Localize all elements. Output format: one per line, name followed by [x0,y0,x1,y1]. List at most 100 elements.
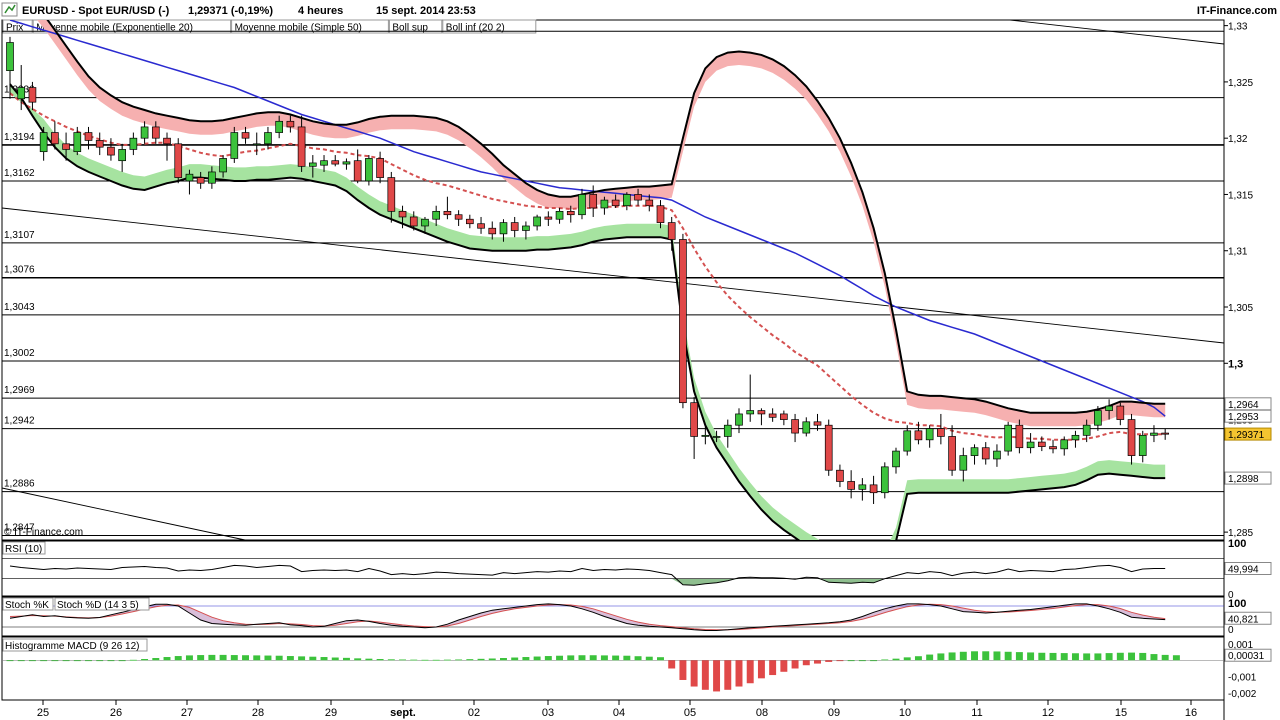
candle [1105,399,1113,420]
macd-bar [387,659,395,661]
candle [948,425,956,476]
candle-body [174,143,183,178]
stoch-tick-label: 100 [1228,598,1246,610]
candle [1094,406,1102,431]
macd-bar [421,659,429,661]
candle [937,413,945,445]
candle-body [1161,432,1170,435]
candle [892,447,900,474]
candle [679,233,687,409]
rsi-line [9,564,1166,586]
candle [84,126,93,150]
candle-body [869,484,878,494]
candle [914,421,923,445]
candle [275,115,283,139]
stoch-fill [10,603,1166,631]
macd-bar [657,657,664,661]
price-tick-label: 1,31 [1228,247,1248,258]
candle [1060,436,1069,456]
candle-body [914,430,923,441]
candle [993,444,1001,467]
candle [365,155,373,186]
candle [342,158,351,170]
candle-body [84,132,93,141]
candle [129,132,138,156]
candle-body [275,120,283,133]
candle-body [62,143,70,150]
price-tag-label: 1,29371 [1228,430,1265,441]
candle [746,374,755,422]
macd-bar [6,660,14,662]
candle-body [409,216,418,227]
legend-item-2[interactable]: Moyenne mobile (Simple 50) [231,19,389,34]
price-tick-label: 1,305 [1228,303,1253,314]
macd-bar [1083,653,1091,661]
price-tick-label: 1,32 [1228,134,1248,145]
indicator-legend: Prix Moyenne mobile (Exponentielle 20) Moy… [2,19,537,34]
macd-bar [477,658,485,661]
macd-bar [679,660,687,680]
candle-body [398,210,407,218]
price-tag-box [1224,471,1272,485]
legend-label-2: Moyenne mobile (Simple 50) [235,23,362,34]
date-tick-label: 08 [756,707,768,719]
macd-bar [1161,654,1169,661]
boll-upper-line [46,20,1166,414]
macd-bar [253,655,261,661]
candle [62,132,70,161]
candle-body [163,137,171,145]
panel-frame-0 [1,19,1225,541]
candle-body [566,210,575,216]
legend-label-1: Moyenne mobile (Exponentielle 20) [36,23,193,34]
candle [1071,430,1080,448]
rsi-tick-label: 0 [1228,590,1234,601]
candle [611,194,620,208]
candle-body [981,447,990,460]
price-level-label: 1,2969 [4,385,35,396]
price-level-label: 1,2942 [4,416,35,427]
candle-body [1105,405,1113,411]
rsi-panel: RSI (10) 100 0 49,994 [2,538,1272,601]
price-level-label: 1,3002 [4,348,35,359]
macd-bar [1015,652,1023,661]
candle-body [1026,441,1035,449]
candle-body [51,132,59,145]
macd-bar [17,660,25,662]
candle [140,121,149,144]
candle [331,155,340,167]
candle-body [230,132,239,159]
rsi-value-box [1224,562,1272,575]
candle [376,151,384,184]
candle-body [723,424,732,437]
candle-body [746,410,755,415]
candle-body [252,143,261,146]
macd-bar [219,654,227,661]
legend-item-4[interactable]: Boll inf (20 2) [442,19,537,34]
legend-item-3[interactable]: Boll sup [388,19,443,34]
candle-body [892,450,900,468]
rsi-value: 49,994 [1228,565,1259,576]
candle-body [600,199,609,209]
stoch-title: Stoch %K [5,600,49,611]
date-tick-label: sept. [390,707,416,719]
candle-body [824,424,833,471]
period-label: 4 heures [298,5,343,17]
candle [690,397,698,459]
candle [903,425,912,456]
candle-body [1071,434,1080,441]
candle [398,205,407,229]
candle-body [95,140,104,148]
price-level-label: 1,3107 [4,230,35,241]
candle-body [656,205,665,223]
date-tick-label: 15 [1115,707,1127,719]
macd-bar [858,660,866,662]
candle [847,470,855,499]
macd-bar [701,660,709,690]
candle-body [342,161,351,165]
price-level-label: 1,3043 [4,302,35,313]
price-tick-label: 1,285 [1228,528,1253,539]
date-tick-label: 27 [181,707,193,719]
candle-body [858,484,867,490]
macd-bar [275,655,283,661]
